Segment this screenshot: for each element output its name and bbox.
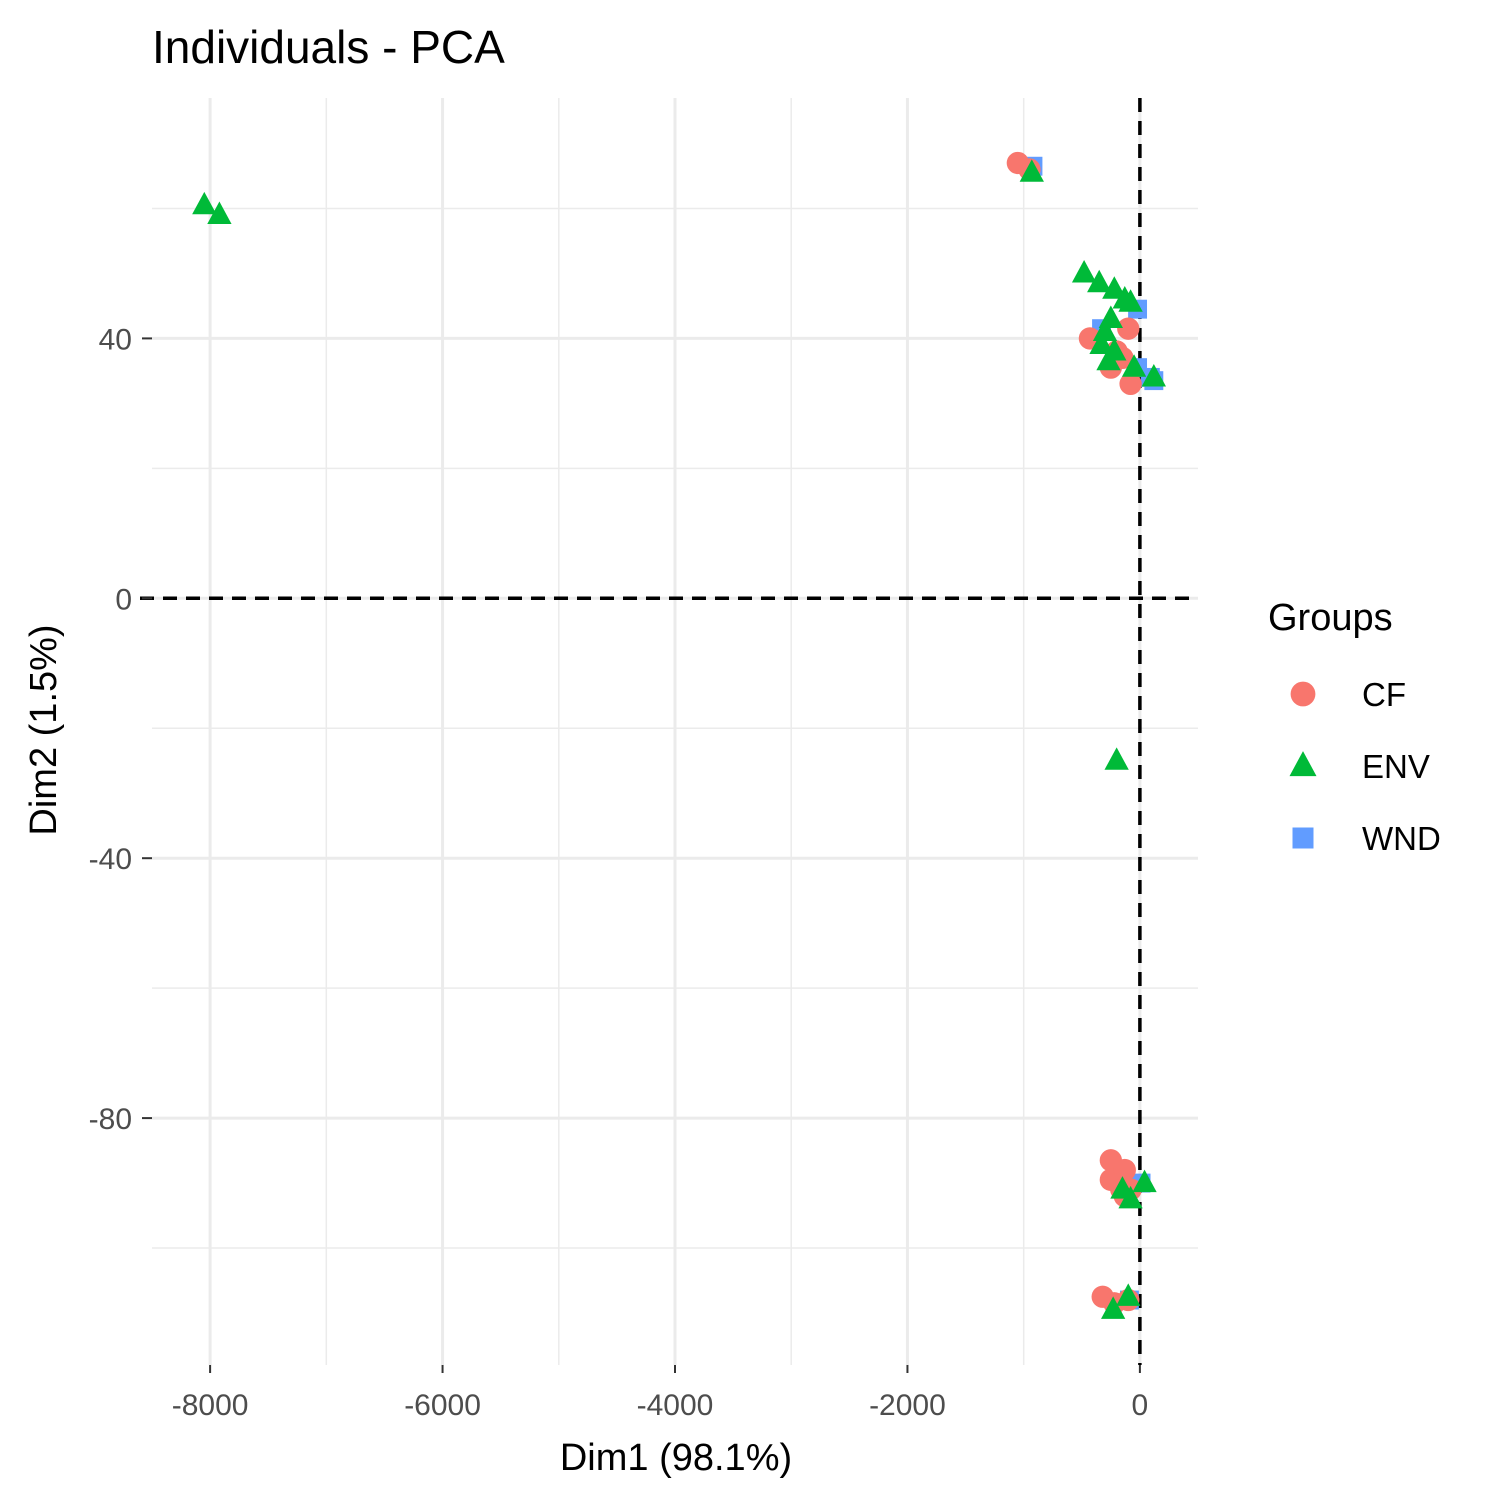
- legend-key-wnd: [1292, 827, 1314, 849]
- y-tick-label: -40: [89, 843, 132, 876]
- data-point-env: [1092, 318, 1118, 341]
- legend-key-cf: [1290, 681, 1316, 707]
- legend-title: Groups: [1268, 597, 1393, 639]
- x-axis-title: Dim1 (98.1%): [560, 1437, 792, 1479]
- data-point-env: [1098, 305, 1123, 328]
- x-tick-label: -2000: [869, 1389, 946, 1422]
- data-point-cf: [1113, 1158, 1136, 1182]
- legend-item-env: ENV: [1289, 748, 1430, 785]
- data-point-env: [1132, 1169, 1157, 1193]
- legend: Groups CF ENV WND: [1268, 597, 1441, 857]
- data-point-env: [1116, 1283, 1141, 1306]
- legend-key-env: [1289, 751, 1317, 777]
- y-axis-title: Dim2 (1.5%): [23, 624, 65, 835]
- data-points: [192, 151, 1166, 1319]
- y-tick-label: -80: [89, 1103, 132, 1136]
- data-point-env: [1121, 354, 1147, 377]
- data-point-env: [1089, 331, 1114, 354]
- series-env: [192, 159, 1166, 1319]
- legend-item-cf: CF: [1290, 676, 1406, 713]
- data-point-env: [1101, 1296, 1126, 1319]
- legend-item-wnd: WND: [1292, 820, 1441, 857]
- data-point-cf: [1119, 372, 1142, 396]
- y-tick-labels: -80 -40 0 40: [89, 323, 152, 1136]
- y-tick-label: 0: [115, 583, 132, 616]
- x-tick-label: -4000: [637, 1389, 714, 1422]
- data-point-env: [1096, 347, 1121, 371]
- data-point-cf: [1117, 317, 1140, 340]
- x-tick-labels: -8000 -6000 -4000 -2000 0: [172, 1365, 1148, 1422]
- data-point-env: [1118, 289, 1143, 312]
- legend-label-env: ENV: [1362, 748, 1430, 785]
- x-tick-label: -6000: [404, 1389, 481, 1422]
- data-point-env: [1141, 363, 1166, 387]
- data-point-env: [192, 191, 217, 215]
- data-point-env: [1087, 269, 1112, 293]
- data-point-env: [207, 201, 232, 225]
- y-tick-label: 40: [99, 323, 132, 356]
- data-point-env: [1118, 1185, 1143, 1209]
- x-tick-label: 0: [1132, 1389, 1149, 1422]
- x-tick-label: -8000: [172, 1389, 249, 1422]
- data-point-env: [1102, 276, 1127, 299]
- data-point-env: [1019, 159, 1044, 182]
- chart-title: Individuals - PCA: [152, 21, 505, 73]
- legend-label-wnd: WND: [1362, 820, 1441, 857]
- data-point-env: [1104, 747, 1129, 770]
- legend-label-cf: CF: [1362, 676, 1406, 713]
- data-point-env: [1071, 260, 1097, 283]
